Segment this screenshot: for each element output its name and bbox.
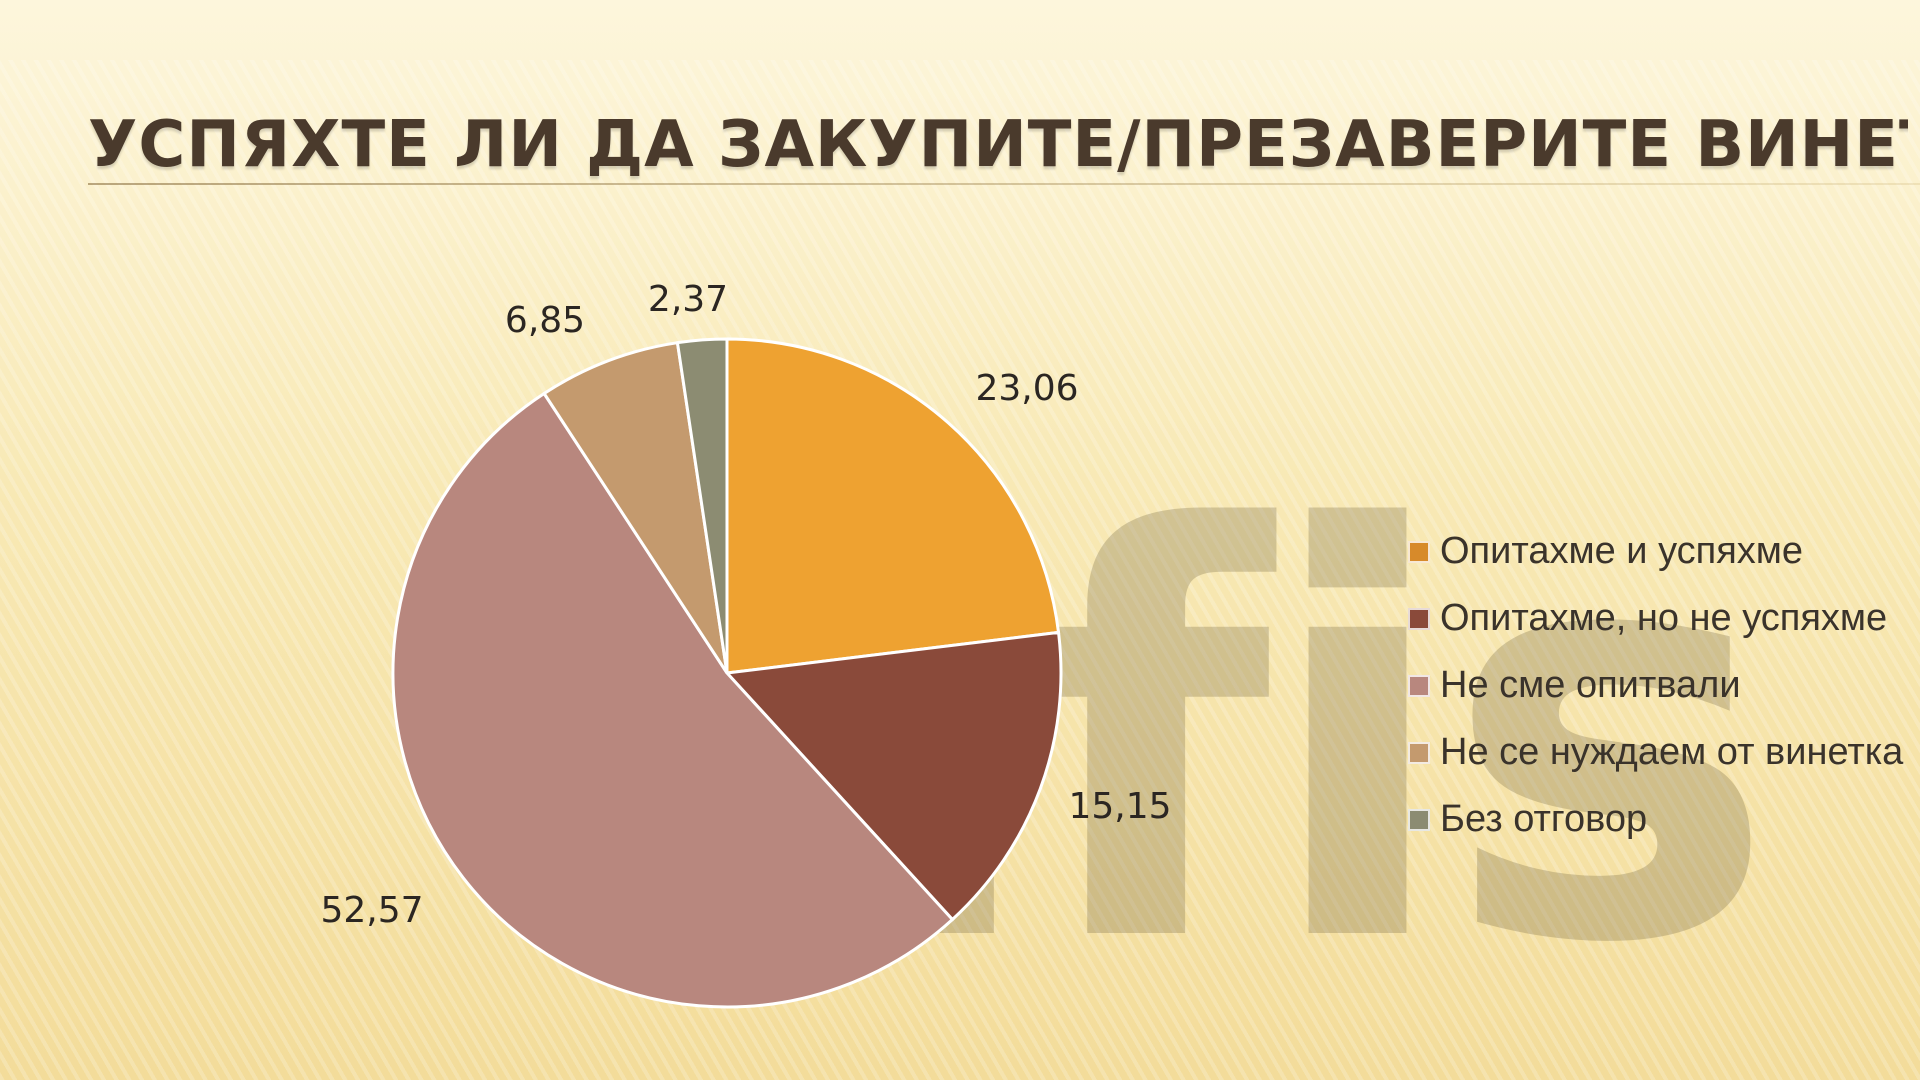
legend-label: Не сме опитвали [1440,664,1741,706]
title-underline [88,183,1920,185]
data-label: 15,15 [1068,786,1171,827]
pie-slice [675,337,729,674]
legend-swatch-icon [1408,540,1430,563]
legend-item: Не сме опитвали [1408,652,1920,719]
legend-item: Без отговор [1408,786,1920,853]
legend-label: Не се нуждаем от винетка [1440,731,1904,773]
legend-item: Опитахме, но не успяхме [1408,585,1920,652]
legend-swatch-icon [1408,607,1430,630]
legend-swatch-icon [1408,741,1430,764]
data-label: 52,57 [320,890,423,931]
legend-label: Опитахме, но не успяхме [1440,597,1888,639]
data-label: 6,85 [505,300,585,341]
legend-item: Не се нуждаем от винетка [1408,719,1920,786]
slide-title: УСПЯХТЕ ЛИ ДА ЗАКУПИТЕ/ПРЕЗАВЕРИТЕ ВИНЕТ… [88,108,1908,182]
pie-slice [542,340,729,674]
chart-legend: Опитахме и успяхме Опитахме, но не успях… [1408,518,1920,853]
legend-item: Опитахме и успяхме [1408,518,1920,585]
data-label: 2,37 [648,279,728,320]
pie-slice [723,630,1063,922]
pie-slice [725,337,1061,675]
legend-label: Без отговор [1440,798,1648,840]
legend-swatch-icon [1408,674,1430,697]
legend-label: Опитахме и успяхме [1440,530,1804,572]
pie-slice [391,391,955,1009]
legend-swatch-icon [1408,808,1430,831]
data-label: 23,06 [975,368,1078,409]
